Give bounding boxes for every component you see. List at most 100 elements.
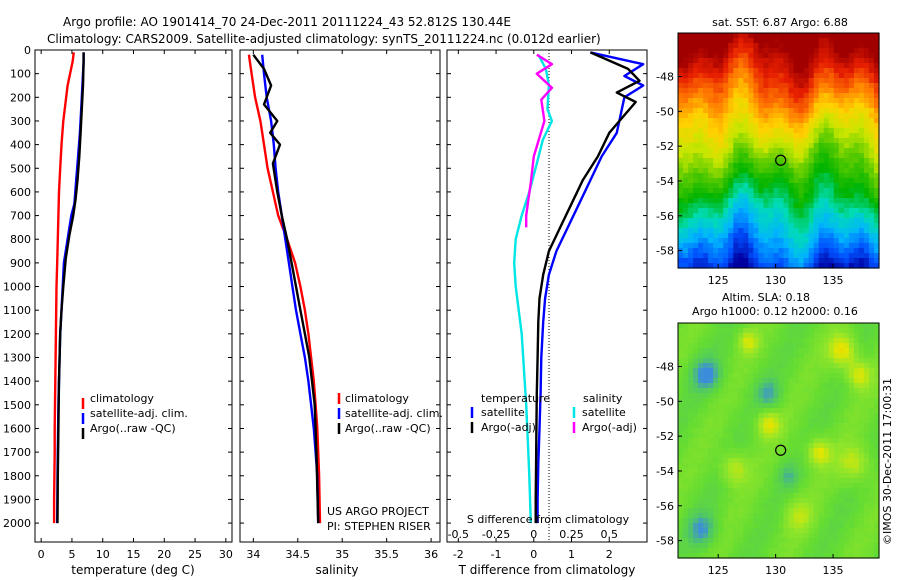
x-tick-label: -1 <box>491 548 502 561</box>
heatmap-cell <box>853 463 860 469</box>
heatmap-cell <box>858 513 865 519</box>
heatmap-cell <box>718 98 724 104</box>
heatmap-cell <box>698 333 704 339</box>
heatmap-cell <box>683 518 689 524</box>
heatmap-cell <box>758 433 765 439</box>
heatmap-cell <box>708 153 714 159</box>
heatmap-cell <box>753 528 760 534</box>
heatmap-cell <box>728 523 734 529</box>
heatmap-cell <box>793 143 800 149</box>
heatmap-cell <box>728 123 734 129</box>
heatmap-cell <box>723 388 729 394</box>
heatmap-cell <box>708 353 714 359</box>
heatmap-cell <box>713 388 719 394</box>
heatmap-cell <box>718 138 724 144</box>
heatmap-cell <box>798 233 805 239</box>
heatmap-cell <box>778 73 785 79</box>
salinity-panel: 34 34.5 35 35.5 36 salinity climatology sate… <box>239 49 443 577</box>
heatmap-cell <box>828 473 835 479</box>
heatmap-cell <box>808 243 815 249</box>
heatmap-cell <box>733 383 739 389</box>
sla-frame <box>677 322 880 559</box>
heatmap-cell <box>863 468 870 474</box>
heatmap-cell <box>868 213 875 219</box>
heatmap-cell <box>838 168 845 174</box>
heatmap-cell <box>758 323 765 329</box>
heatmap-cell <box>753 83 760 89</box>
heatmap-cell <box>748 218 754 224</box>
heatmap-cell <box>808 353 815 359</box>
heatmap-cell <box>858 528 865 534</box>
heatmap-cell <box>773 238 780 244</box>
heatmap-cell <box>713 468 719 474</box>
heatmap-cell <box>718 243 724 249</box>
heatmap-cell <box>863 423 870 429</box>
heatmap-cell <box>793 538 800 544</box>
heatmap-cell <box>768 213 775 219</box>
heatmap-cell <box>698 543 704 549</box>
heatmap-cell <box>803 68 810 74</box>
heatmap-cell <box>803 98 810 104</box>
heatmap-cell <box>743 98 749 104</box>
heatmap-cell <box>783 98 790 104</box>
heatmap-cell <box>693 168 699 174</box>
heatmap-cell <box>703 173 709 179</box>
heatmap-cell <box>848 418 855 424</box>
heatmap-cell <box>688 353 694 359</box>
heatmap-cell <box>873 33 880 39</box>
heatmap-cell <box>803 78 810 84</box>
heatmap-cell <box>848 103 855 109</box>
heatmap-cell <box>833 178 840 184</box>
heatmap-cell <box>678 388 684 394</box>
heatmap-cell <box>863 523 870 529</box>
heatmap-cell <box>873 478 880 484</box>
heatmap-cell <box>863 463 870 469</box>
heatmap-cell <box>723 248 729 254</box>
heatmap-cell <box>873 428 880 434</box>
heatmap-cell <box>833 398 840 404</box>
heatmap-cell <box>808 363 815 369</box>
heatmap-cell <box>743 343 749 349</box>
heatmap-cell <box>728 43 734 49</box>
heatmap-cell <box>733 508 739 514</box>
heatmap-cell <box>758 498 765 504</box>
heatmap-cell <box>858 188 865 194</box>
heatmap-cell <box>783 403 790 409</box>
heatmap-cell <box>858 468 865 474</box>
heatmap-cell <box>873 68 880 74</box>
heatmap-cell <box>843 333 850 339</box>
heatmap-cell <box>773 178 780 184</box>
heatmap-cell <box>798 328 805 334</box>
heatmap-cell <box>798 158 805 164</box>
heatmap-cell <box>738 328 744 334</box>
heatmap-cell <box>853 138 860 144</box>
heatmap-cell <box>868 393 875 399</box>
heatmap-cell <box>678 258 684 264</box>
heatmap-cell <box>753 543 760 549</box>
heatmap-cell <box>683 43 689 49</box>
heatmap-cell <box>823 263 830 269</box>
heatmap-cell <box>833 498 840 504</box>
heatmap-cell <box>698 338 704 344</box>
heatmap-cell <box>818 78 825 84</box>
heatmap-cell <box>828 33 835 39</box>
heatmap-cell <box>863 243 870 249</box>
heatmap-cell <box>678 498 684 504</box>
heatmap-cell <box>728 113 734 119</box>
heatmap-cell <box>718 203 724 209</box>
heatmap-cell <box>708 343 714 349</box>
heatmap-cell <box>768 78 775 84</box>
heatmap-cell <box>698 158 704 164</box>
heatmap-cell <box>868 528 875 534</box>
heatmap-cell <box>858 193 865 199</box>
heatmap-cell <box>833 168 840 174</box>
heatmap-cell <box>723 548 729 554</box>
heatmap-cell <box>748 223 754 229</box>
heatmap-cell <box>708 483 714 489</box>
heatmap-cell <box>678 188 684 194</box>
heatmap-cell <box>778 418 785 424</box>
heatmap-cell <box>818 238 825 244</box>
heatmap-cell <box>848 123 855 129</box>
heatmap-cell <box>798 498 805 504</box>
heatmap-cell <box>798 408 805 414</box>
